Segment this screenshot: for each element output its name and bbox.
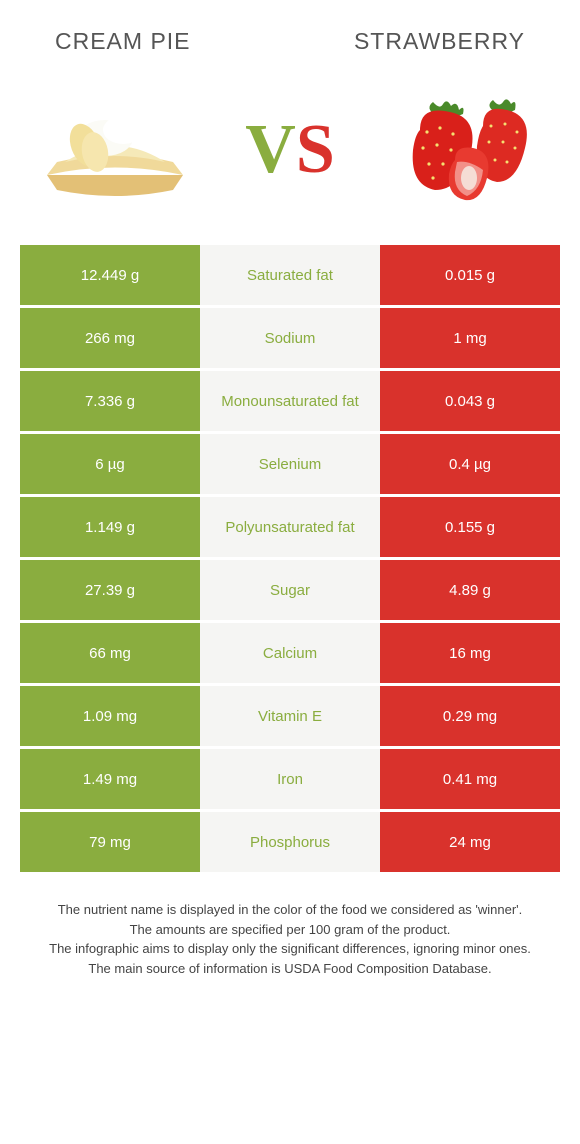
left-value-cell: 7.336 g xyxy=(20,371,200,431)
left-value-cell: 27.39 g xyxy=(20,560,200,620)
table-row: 12.449 gSaturated fat0.015 g xyxy=(20,245,560,305)
left-food-title: Cream Pie xyxy=(55,28,191,55)
vs-label: VS xyxy=(245,110,335,190)
nutrient-label-cell: Selenium xyxy=(200,434,380,494)
right-value-cell: 0.155 g xyxy=(380,497,560,557)
left-value-cell: 12.449 g xyxy=(20,245,200,305)
left-value-cell: 79 mg xyxy=(20,812,200,872)
right-value-cell: 0.41 mg xyxy=(380,749,560,809)
footer-line: The amounts are specified per 100 gram o… xyxy=(40,920,540,940)
nutrient-label-cell: Monounsaturated fat xyxy=(200,371,380,431)
right-value-cell: 0.4 µg xyxy=(380,434,560,494)
right-value-cell: 0.015 g xyxy=(380,245,560,305)
table-row: 266 mgSodium1 mg xyxy=(20,308,560,368)
table-row: 79 mgPhosphorus24 mg xyxy=(20,812,560,872)
vs-v: V xyxy=(245,111,296,188)
nutrient-label-cell: Iron xyxy=(200,749,380,809)
nutrient-label-cell: Phosphorus xyxy=(200,812,380,872)
nutrient-label-cell: Sodium xyxy=(200,308,380,368)
left-value-cell: 1.49 mg xyxy=(20,749,200,809)
header: Cream Pie Strawberry xyxy=(20,28,560,55)
footer-line: The infographic aims to display only the… xyxy=(40,939,540,959)
nutrient-label-cell: Saturated fat xyxy=(200,245,380,305)
nutrient-label-cell: Calcium xyxy=(200,623,380,683)
table-row: 1.149 gPolyunsaturated fat0.155 g xyxy=(20,497,560,557)
right-value-cell: 0.043 g xyxy=(380,371,560,431)
vs-s: S xyxy=(296,111,335,188)
table-row: 6 µgSelenium0.4 µg xyxy=(20,434,560,494)
footer-notes: The nutrient name is displayed in the co… xyxy=(20,900,560,978)
strawberry-image xyxy=(385,85,545,215)
left-value-cell: 266 mg xyxy=(20,308,200,368)
left-value-cell: 66 mg xyxy=(20,623,200,683)
table-row: 1.09 mgVitamin E0.29 mg xyxy=(20,686,560,746)
right-value-cell: 24 mg xyxy=(380,812,560,872)
left-value-cell: 6 µg xyxy=(20,434,200,494)
table-row: 27.39 gSugar4.89 g xyxy=(20,560,560,620)
left-value-cell: 1.149 g xyxy=(20,497,200,557)
nutrient-label-cell: Sugar xyxy=(200,560,380,620)
footer-line: The nutrient name is displayed in the co… xyxy=(40,900,540,920)
right-value-cell: 1 mg xyxy=(380,308,560,368)
table-row: 1.49 mgIron0.41 mg xyxy=(20,749,560,809)
right-value-cell: 0.29 mg xyxy=(380,686,560,746)
right-food-title: Strawberry xyxy=(354,28,525,55)
cream-pie-image xyxy=(35,85,195,215)
nutrient-label-cell: Vitamin E xyxy=(200,686,380,746)
table-row: 7.336 gMonounsaturated fat0.043 g xyxy=(20,371,560,431)
table-row: 66 mgCalcium16 mg xyxy=(20,623,560,683)
nutrient-label-cell: Polyunsaturated fat xyxy=(200,497,380,557)
right-value-cell: 4.89 g xyxy=(380,560,560,620)
footer-line: The main source of information is USDA F… xyxy=(40,959,540,979)
comparison-table: 12.449 gSaturated fat0.015 g266 mgSodium… xyxy=(20,245,560,872)
images-row: VS xyxy=(20,85,560,215)
right-value-cell: 16 mg xyxy=(380,623,560,683)
left-value-cell: 1.09 mg xyxy=(20,686,200,746)
